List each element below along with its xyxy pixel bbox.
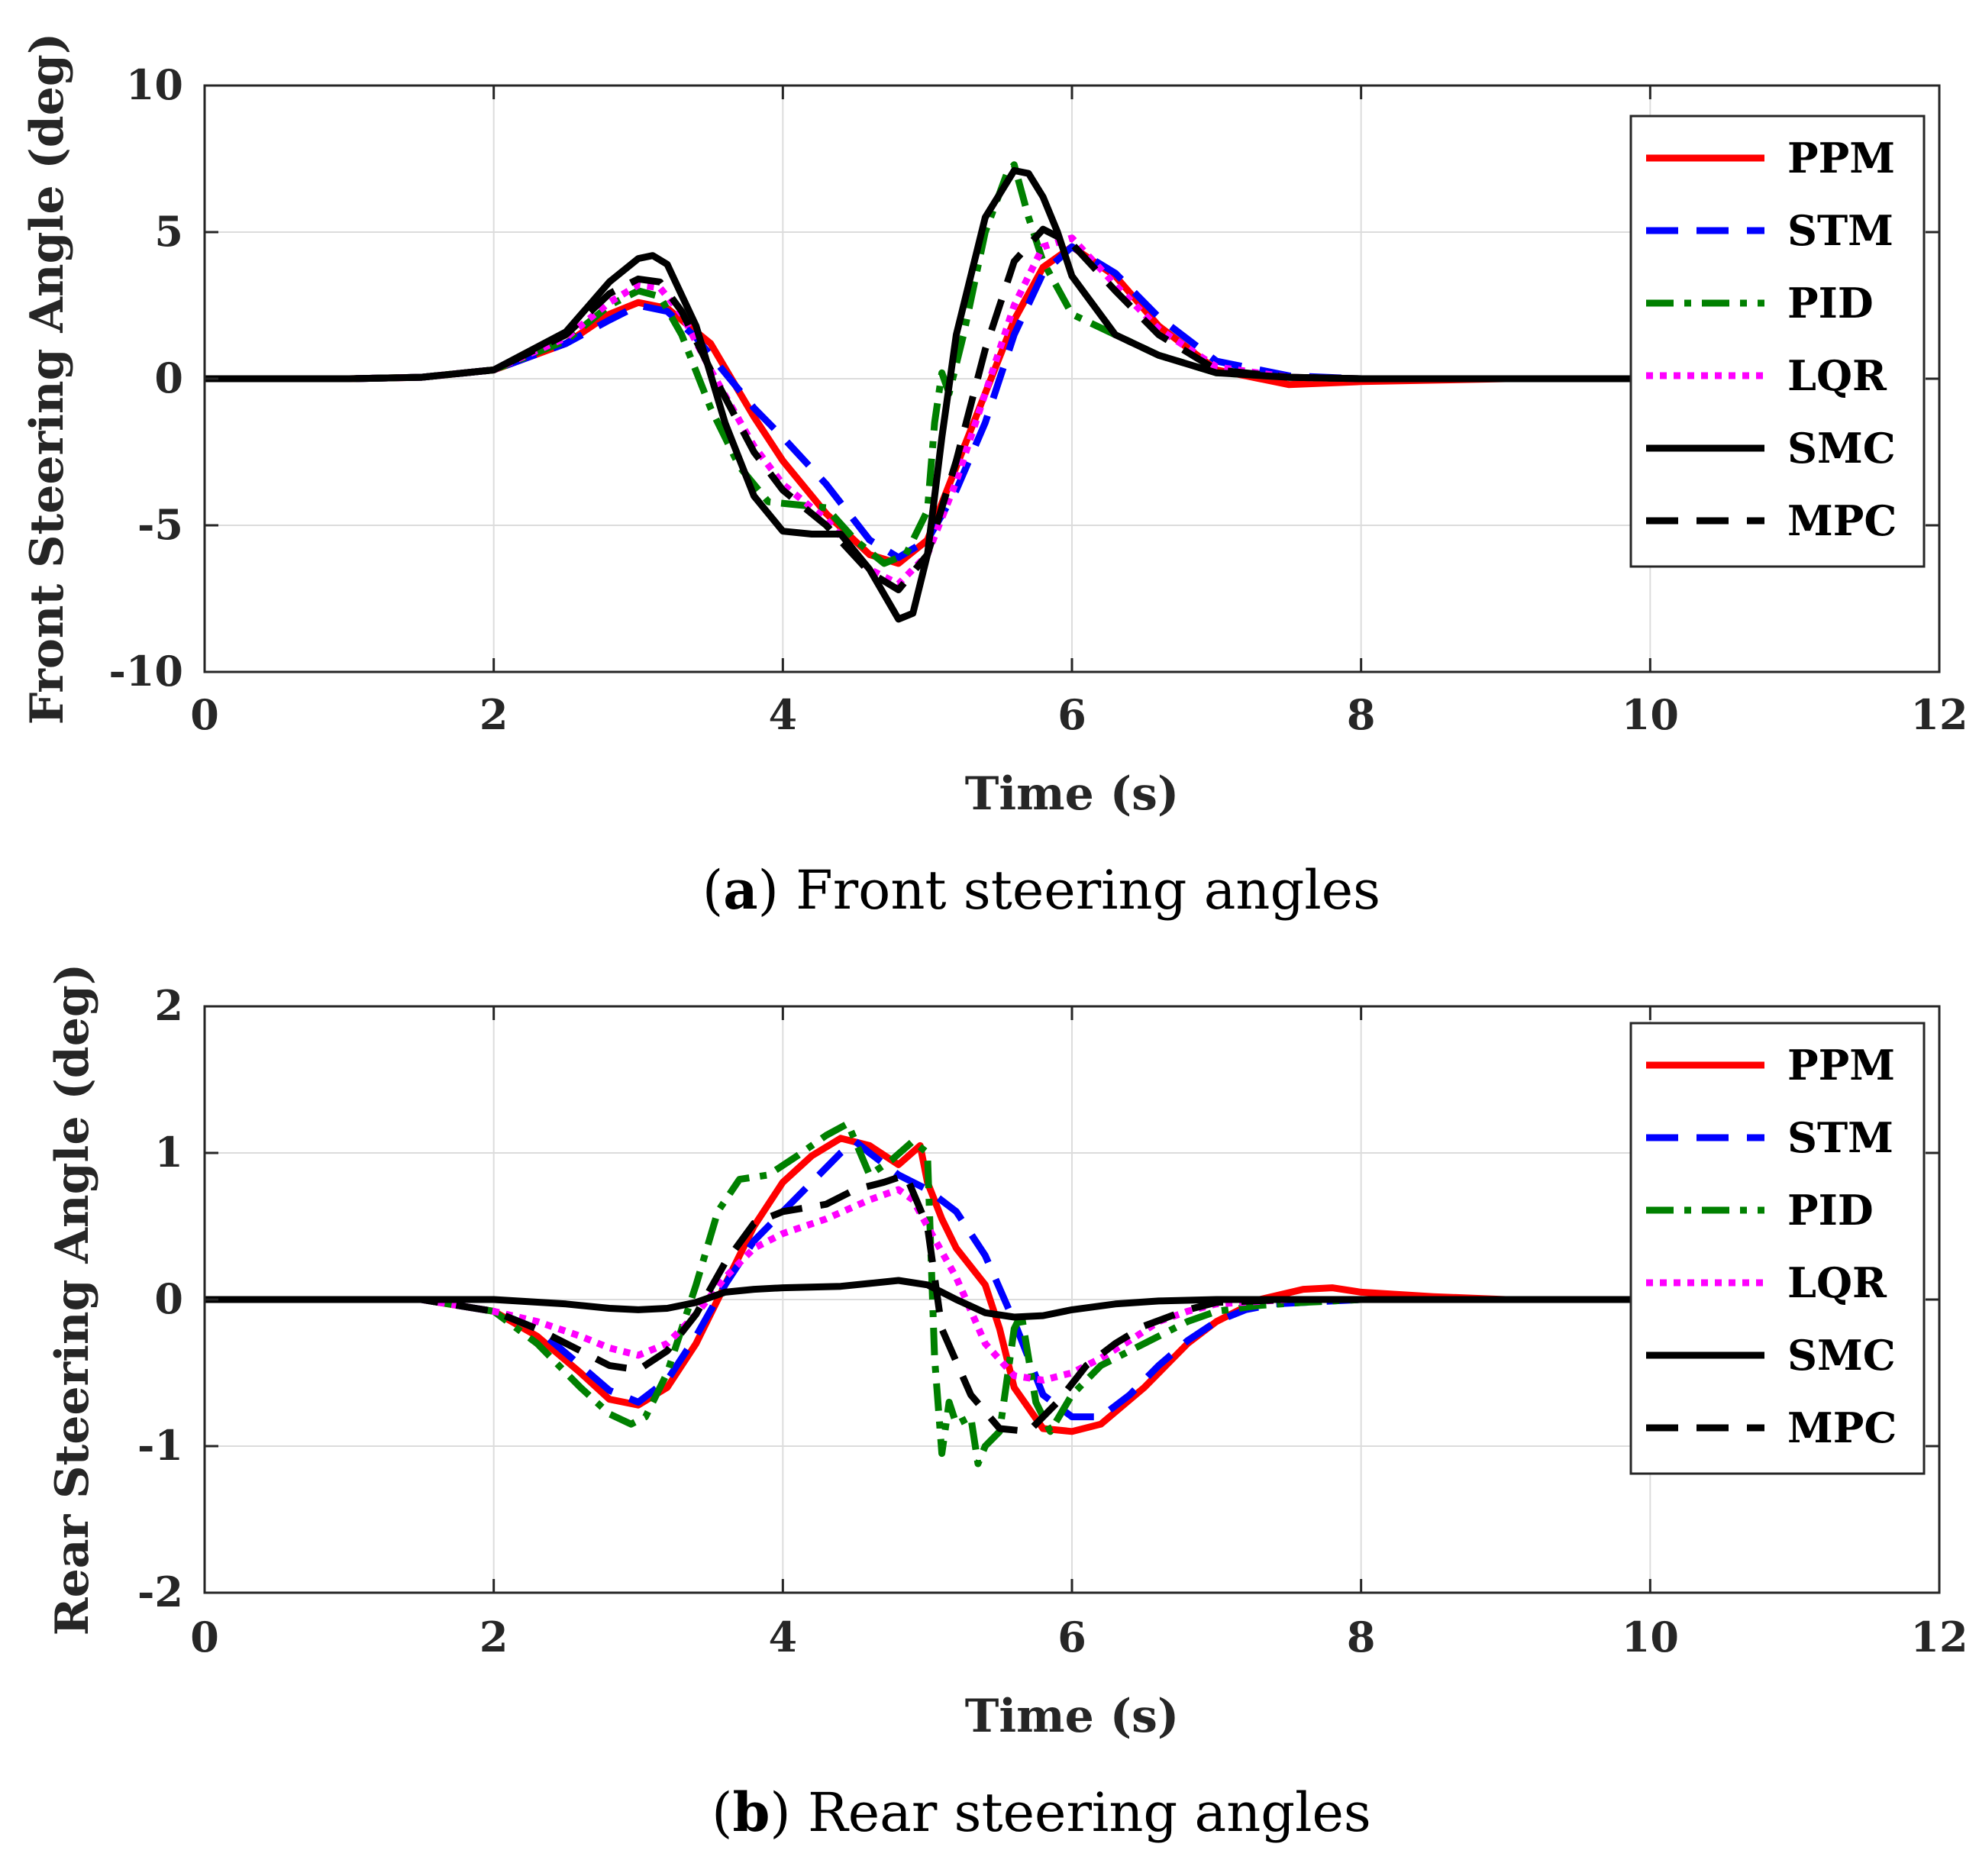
x-axis-label: Time (s) [965, 767, 1180, 821]
x-tick-label: 0 [190, 1613, 219, 1661]
figure-caption: (a) Front steering angles [702, 858, 1380, 922]
y-tick-label: 2 [154, 981, 183, 1030]
legend: PPM STM PID LQR SMC MPC [1629, 1022, 1926, 1475]
series-group [205, 161, 1651, 623]
y-tick-label: -5 [137, 500, 183, 549]
legend-label-ppm: PPM [1787, 134, 1895, 182]
x-tick-label: 4 [769, 690, 798, 739]
legend-box [1629, 1022, 1926, 1475]
series-line-stm [205, 243, 1651, 561]
legend-label-smc: SMC [1787, 424, 1896, 473]
y-tick-label: -1 [137, 1421, 183, 1470]
x-tick-label: 8 [1347, 1613, 1376, 1661]
chart-front-steering: 0 2 4 6 8 10 12 -10 -5 0 5 10 Time (s) Front Steering… [21, 33, 1968, 922]
x-tick-label: 10 [1622, 690, 1679, 739]
legend-box [1629, 115, 1926, 568]
legend-label-pid: PID [1787, 279, 1874, 328]
x-tick-label: 4 [769, 1613, 798, 1661]
y-tick-label: 10 [126, 60, 183, 109]
legend-label-stm: STM [1787, 206, 1893, 255]
y-axis-label: Rear Steering Angle (deg) [46, 964, 99, 1636]
legend-label-smc: SMC [1787, 1331, 1896, 1380]
series-line-mpc [205, 1171, 1651, 1435]
y-tick-label: 1 [154, 1128, 183, 1177]
x-tick-label: 2 [479, 690, 508, 739]
y-tick-label: 0 [154, 1274, 183, 1323]
x-tick-label: 10 [1622, 1613, 1679, 1661]
y-tick-label: -10 [108, 647, 183, 696]
x-tick-label: 2 [479, 1613, 508, 1661]
legend-label-mpc: MPC [1787, 496, 1897, 545]
series-line-smc [205, 1277, 1651, 1321]
legend-label-lqr: LQR [1787, 351, 1887, 400]
series-line-smc [205, 166, 1651, 623]
legend-label-ppm: PPM [1787, 1041, 1895, 1090]
legend: PPM STM PID LQR SMC MPC [1629, 115, 1926, 568]
legend-label-pid: PID [1787, 1186, 1874, 1235]
series-line-pid [205, 161, 1651, 567]
legend-label-mpc: MPC [1787, 1403, 1897, 1452]
legend-label-stm: STM [1787, 1113, 1893, 1162]
series-line-lqr [205, 1186, 1651, 1384]
series-line-mpc [205, 225, 1651, 593]
x-tick-label: 12 [1910, 690, 1968, 739]
x-tick-label: 0 [190, 690, 219, 739]
series-line-lqr [205, 234, 1651, 588]
x-tick-label: 8 [1347, 690, 1376, 739]
y-axis-label: Front Steering Angle (deg) [21, 33, 74, 725]
x-axis-label: Time (s) [965, 1690, 1180, 1743]
y-tick-label: -2 [137, 1568, 183, 1616]
x-tick-label: 6 [1057, 1613, 1086, 1661]
x-tick-label: 6 [1057, 690, 1086, 739]
x-tick-label: 12 [1910, 1613, 1968, 1661]
y-tick-label: 5 [154, 207, 183, 256]
series-group [205, 1120, 1651, 1468]
figure-caption: (b) Rear steering angles [712, 1781, 1371, 1844]
y-tick-label: 0 [154, 354, 183, 402]
legend-label-lqr: LQR [1787, 1258, 1887, 1307]
